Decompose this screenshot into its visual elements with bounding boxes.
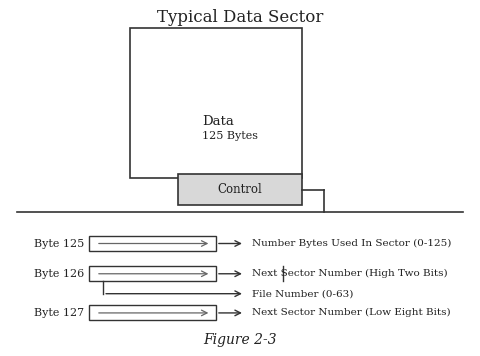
Text: Number Bytes Used In Sector (0-125): Number Bytes Used In Sector (0-125)	[252, 239, 451, 248]
Text: Byte 127: Byte 127	[34, 308, 84, 318]
Bar	[89, 236, 216, 251]
Text: Control: Control	[217, 183, 263, 196]
Text: Byte 125: Byte 125	[34, 239, 84, 248]
Bar	[130, 28, 302, 178]
Bar	[89, 266, 216, 281]
Text: Typical Data Sector: Typical Data Sector	[157, 9, 323, 26]
Text: Byte 126: Byte 126	[34, 269, 84, 279]
Text: Figure 2-3: Figure 2-3	[203, 333, 277, 347]
Text: Next Sector Number (High Two Bits): Next Sector Number (High Two Bits)	[252, 269, 448, 278]
Text: 125 Bytes: 125 Bytes	[202, 131, 258, 141]
Text: Next Sector Number (Low Eight Bits): Next Sector Number (Low Eight Bits)	[252, 308, 451, 318]
Text: File Number (0-63): File Number (0-63)	[252, 289, 353, 298]
Text: Data: Data	[202, 115, 234, 128]
Bar	[89, 305, 216, 320]
Bar	[178, 174, 302, 205]
